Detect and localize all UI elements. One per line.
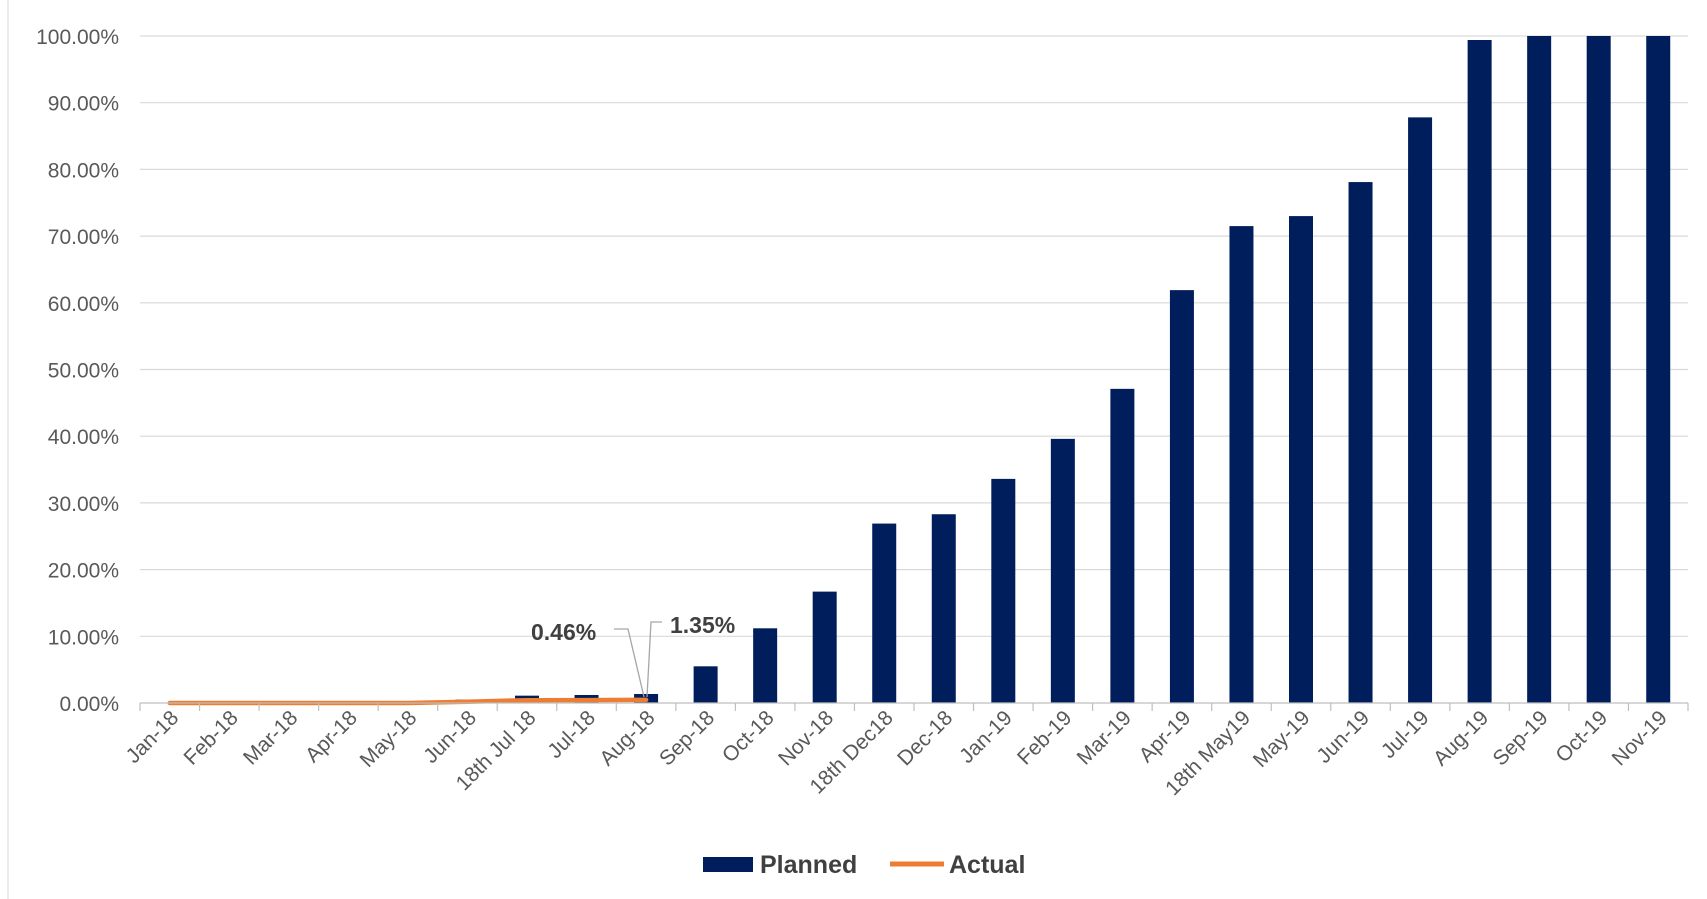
y-tick-label: 30.00% — [48, 493, 119, 516]
y-tick-label: 20.00% — [48, 560, 119, 583]
planned-bar — [872, 523, 897, 703]
leader-line-actual — [614, 628, 645, 698]
y-tick-label: 60.00% — [48, 293, 119, 316]
x-tick-label: Mar-19 — [1073, 706, 1136, 769]
x-tick-label: Oct-19 — [1551, 706, 1612, 767]
legend-swatch-planned — [703, 857, 753, 872]
y-axis: 0.00% 10.00% 20.00% 30.00% 40.00% 50.00% 60.00… — [36, 26, 119, 716]
x-tick-label: May-19 — [1249, 706, 1315, 772]
planned-bar — [931, 514, 956, 703]
x-tick-label: Aug-19 — [1429, 706, 1493, 770]
planned-bar — [1169, 290, 1194, 703]
y-tick-label: 0.00% — [59, 693, 119, 716]
planned-bar — [1289, 216, 1313, 703]
gridlines — [140, 35, 1688, 637]
x-tick-label: Jun-19 — [1312, 706, 1374, 768]
planned-bar — [1050, 438, 1075, 703]
y-tick-label: 10.00% — [48, 626, 119, 649]
y-tick-label: 90.00% — [48, 93, 119, 116]
data-label-planned: 1.35% — [670, 612, 735, 638]
x-tick-label: Jul-18 — [543, 706, 600, 763]
planned-bar — [1229, 226, 1254, 703]
legend-label-planned: Planned — [760, 851, 857, 879]
x-tick-label: May-18 — [356, 706, 422, 772]
x-tick-label: Jan-18 — [122, 706, 184, 768]
x-tick-label: Feb-19 — [1013, 706, 1076, 769]
planned-bar — [991, 478, 1016, 703]
x-tick-label: Sep-18 — [655, 706, 719, 770]
y-tick-label: 40.00% — [48, 426, 119, 449]
x-tick-label: Dec-18 — [893, 706, 957, 770]
data-labels: 0.46% 1.35% — [531, 612, 735, 698]
x-tick-label: Oct-18 — [718, 706, 779, 767]
planned-bar — [1646, 36, 1671, 703]
planned-bar — [1348, 182, 1373, 703]
y-tick-label: 100.00% — [36, 26, 119, 49]
x-tick-label: Jul-19 — [1377, 706, 1434, 763]
x-tick-label: Aug-18 — [595, 706, 659, 770]
planned-bar — [1110, 388, 1135, 703]
y-tick-label: 80.00% — [48, 159, 119, 182]
y-tick-label: 70.00% — [48, 226, 119, 249]
planned-bar — [1467, 40, 1492, 703]
planned-bar — [693, 666, 718, 703]
leader-line-planned — [646, 621, 662, 698]
legend: Planned Actual — [703, 851, 1025, 879]
legend-label-actual: Actual — [949, 851, 1025, 879]
x-axis: Jan-18Feb-18Mar-18Apr-18May-18Jun-1818th… — [122, 702, 1689, 800]
planned-bars — [455, 36, 1671, 703]
x-tick-label: Feb-18 — [180, 706, 243, 769]
planned-bar — [1408, 117, 1433, 703]
x-tick-label: Sep-19 — [1489, 706, 1553, 770]
data-label-actual: 0.46% — [531, 619, 596, 645]
x-tick-label: Mar-18 — [239, 706, 302, 769]
x-tick-label: Nov-19 — [1608, 706, 1672, 770]
planned-bar — [753, 628, 778, 703]
planned-bar — [812, 591, 837, 703]
planned-bar — [1586, 36, 1611, 703]
y-tick-label: 50.00% — [48, 360, 119, 383]
x-tick-label: Apr-18 — [301, 706, 362, 767]
planned-bar — [1527, 36, 1552, 703]
x-tick-label: Jan-19 — [955, 706, 1017, 768]
